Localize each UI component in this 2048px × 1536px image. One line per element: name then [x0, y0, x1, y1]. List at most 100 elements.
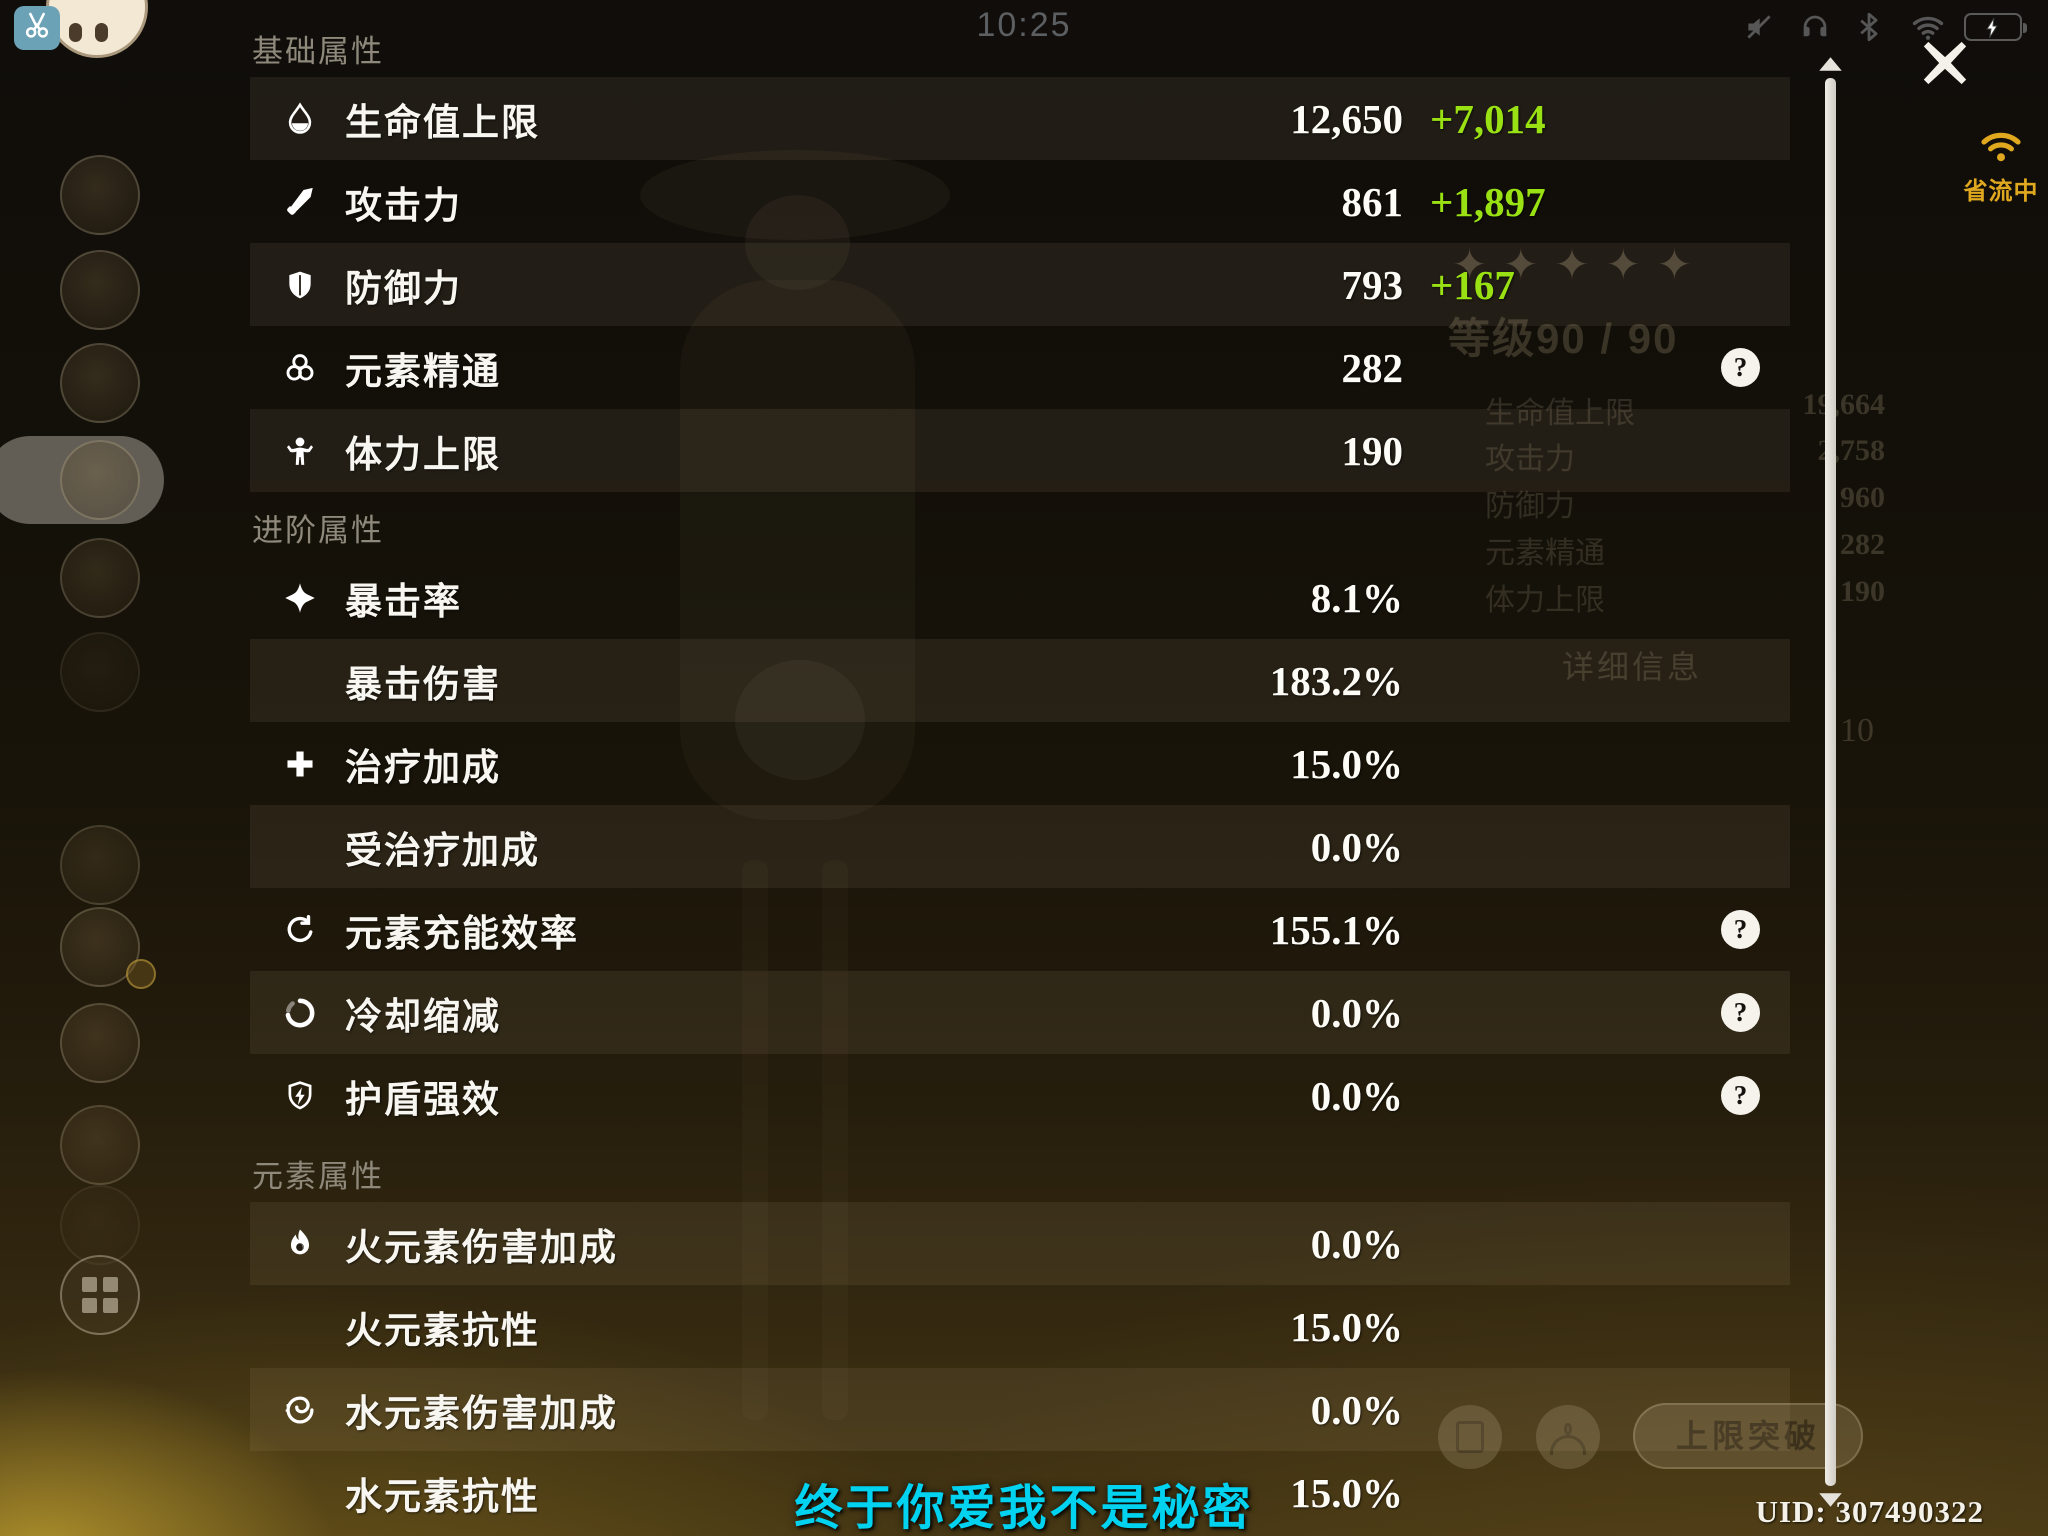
stat-row: 暴击伤害 183.2% [250, 639, 1790, 722]
background-stat-row: 防御力 960 [1485, 481, 1885, 523]
stat-row: 水元素抗性 15.0% [250, 1451, 1790, 1534]
background-stat-row: 体力上限 190 [1485, 575, 1885, 617]
stat-value: 155.1% [1269, 906, 1403, 953]
background-stars: ✦✦✦✦✦ [1452, 241, 1708, 288]
breakthrough-button: 上限突破 [1633, 1403, 1863, 1469]
stat-label: 受治疗加成 [345, 829, 540, 871]
stat-row: 防御力 793 +167 [250, 243, 1790, 326]
stat-label: 火元素抗性 [345, 1309, 540, 1351]
stat-value: 8.1% [1310, 574, 1403, 621]
stat-bonus: +7,014 [1430, 95, 1546, 142]
sidebar-avatar[interactable] [60, 825, 140, 905]
sidebar-avatar[interactable] [60, 343, 140, 423]
heal-icon [280, 744, 320, 784]
def-icon [280, 265, 320, 305]
stat-label: 攻击力 [345, 184, 462, 226]
stat-bonus: +1,897 [1430, 178, 1546, 225]
sidebar-avatar[interactable] [60, 155, 140, 235]
atk-icon [280, 182, 320, 222]
recharge-icon [280, 910, 320, 950]
section-header: 进阶属性 [252, 513, 384, 548]
stat-value: 0.0% [1310, 1072, 1403, 1119]
avatar-element-badge [126, 959, 156, 989]
stat-row: 水元素伤害加成 0.0% [250, 1368, 1790, 1451]
stat-value: 15.0% [1290, 1303, 1403, 1350]
stat-row: 治疗加成 15.0% [250, 722, 1790, 805]
stat-row: 元素充能效率 155.1%? [250, 888, 1790, 971]
scissors-icon [21, 10, 53, 47]
stat-label: 防御力 [345, 267, 462, 309]
stat-value: 0.0% [1310, 989, 1403, 1036]
detail-info-label: 详细信息 [1562, 649, 1703, 685]
scroll-down-icon[interactable] [1817, 1490, 1844, 1510]
stat-row: 冷却缩减 0.0%? [250, 971, 1790, 1054]
stat-bonus: +167 [1430, 261, 1515, 308]
sidebar-avatar-selected[interactable] [60, 440, 140, 520]
stat-label: 元素精通 [345, 350, 501, 392]
screenshot-clip-button[interactable] [14, 6, 60, 50]
help-icon[interactable]: ? [1721, 348, 1760, 387]
stat-label: 治疗加成 [345, 746, 501, 788]
background-stat-row: 元素精通 282 [1485, 528, 1885, 570]
stat-row: 暴击率 8.1% [250, 556, 1790, 639]
sidebar-avatar[interactable] [60, 1105, 140, 1185]
headphones-icon [1796, 10, 1834, 44]
stat-label: 元素充能效率 [345, 912, 579, 954]
wifi-icon [1908, 10, 1946, 44]
stat-label: 体力上限 [345, 433, 501, 475]
hp-icon [280, 99, 320, 139]
sidebar-avatar[interactable] [60, 250, 140, 330]
background-level: 等级90 / 90 [1448, 315, 1679, 362]
stat-value: 15.0% [1290, 1469, 1403, 1516]
stat-label: 冷却缩减 [345, 995, 501, 1037]
background-stat-row: 生命值上限 19,664 [1485, 388, 1885, 430]
mute-icon [1740, 10, 1778, 44]
cooldown-icon [280, 993, 320, 1033]
stat-row: 体力上限 190 [250, 409, 1790, 492]
help-icon[interactable]: ? [1721, 910, 1760, 949]
stat-value: 183.2% [1269, 657, 1403, 704]
sidebar-avatar[interactable] [60, 632, 140, 712]
stat-value: 190 [1341, 427, 1404, 474]
stat-row: 元素精通 282? [250, 326, 1790, 409]
stats-panel: 基础属性 生命值上限 12,650 +7,014 攻击力 861 +1,897 防御力 793 +… [250, 28, 1790, 1534]
em-icon [280, 348, 320, 388]
data-saver-label: 省流中 [1963, 178, 2039, 205]
stat-label: 火元素伤害加成 [345, 1226, 618, 1268]
stat-value: 861 [1341, 178, 1404, 225]
sidebar-avatar[interactable] [60, 1185, 140, 1265]
stat-label: 水元素伤害加成 [345, 1392, 618, 1434]
uid-label: UID: 307490322 [1755, 1494, 1984, 1529]
stat-row: 火元素抗性 15.0% [250, 1285, 1790, 1368]
stat-value: 0.0% [1310, 1220, 1403, 1267]
party-setup-button[interactable] [60, 1255, 140, 1335]
stat-label: 暴击率 [345, 580, 462, 622]
namecard-button [1438, 1405, 1502, 1469]
sidebar-avatar[interactable] [60, 1003, 140, 1083]
sidebar-avatar[interactable] [60, 538, 140, 618]
stat-label: 暴击伤害 [345, 663, 501, 705]
pyro-icon [280, 1224, 320, 1264]
scroll-up-icon[interactable] [1817, 54, 1844, 74]
dress-button [1536, 1405, 1600, 1469]
stat-value: 15.0% [1290, 740, 1403, 787]
subtitle-text: 终于你爱我不是秘密 [794, 1482, 1254, 1535]
bluetooth-icon [1852, 10, 1890, 44]
clock: 10:25 [976, 6, 1072, 44]
battery-icon [1964, 13, 2027, 41]
stat-row: 受治疗加成 0.0% [250, 805, 1790, 888]
close-button[interactable] [1918, 36, 1972, 90]
help-icon[interactable]: ? [1721, 1076, 1760, 1115]
stat-value: 12,650 [1290, 95, 1403, 142]
scrollbar[interactable] [1825, 78, 1836, 1486]
stat-row: 护盾强效 0.0%? [250, 1054, 1790, 1137]
background-extra-value: 10 [1840, 712, 1874, 749]
section-header: 基础属性 [252, 34, 384, 69]
data-saver-wifi-icon [1973, 132, 2029, 170]
help-icon[interactable]: ? [1721, 993, 1760, 1032]
stat-value: 0.0% [1310, 823, 1403, 870]
stat-row: 生命值上限 12,650 +7,014 [250, 77, 1790, 160]
hydro-icon [280, 1390, 320, 1430]
